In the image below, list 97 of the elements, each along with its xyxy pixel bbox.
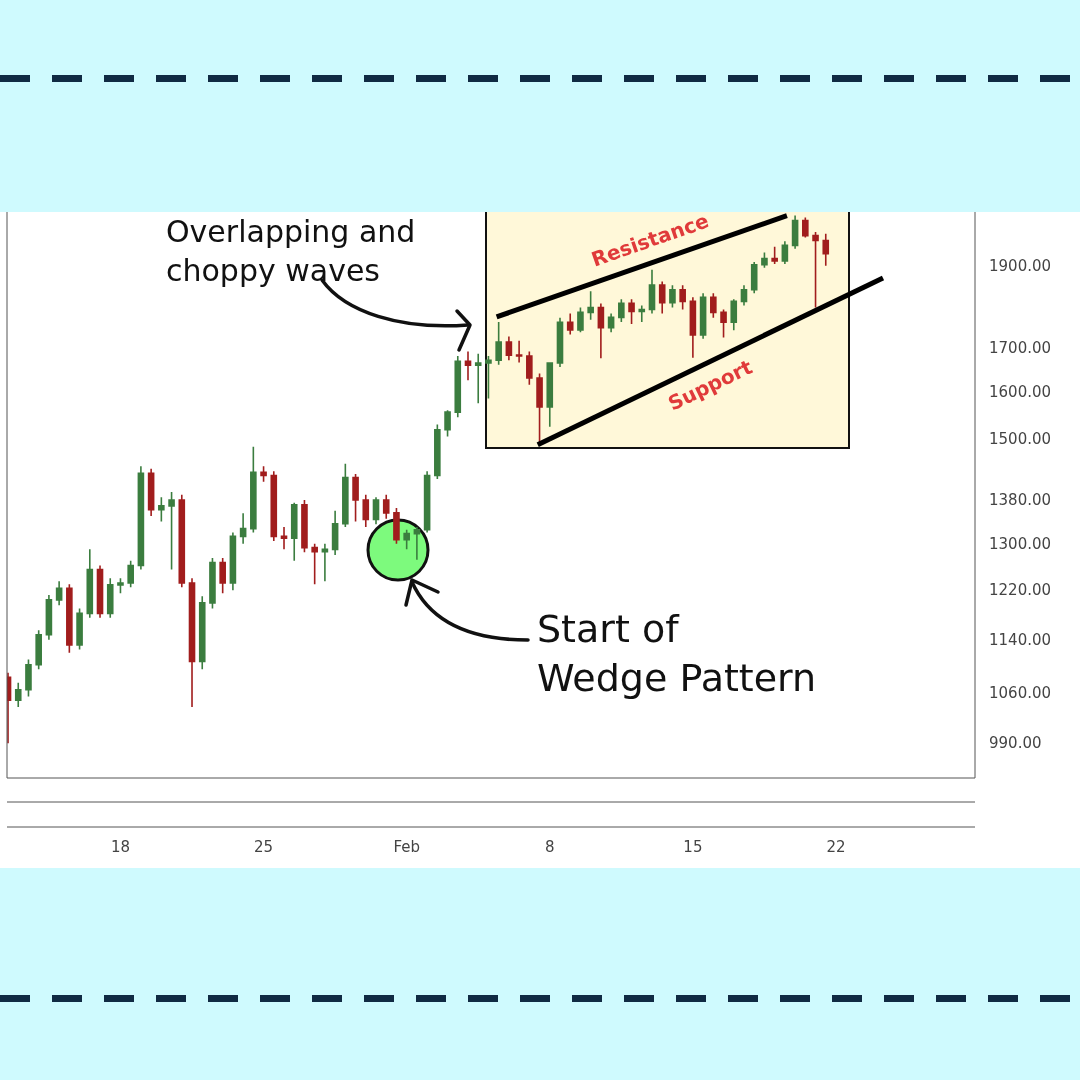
candlestick — [372, 496, 380, 526]
candlestick — [382, 493, 390, 520]
candlestick — [607, 312, 615, 334]
candlestick — [117, 577, 124, 595]
candlestick — [290, 501, 298, 562]
candlestick — [638, 304, 646, 323]
candlestick — [25, 658, 32, 698]
candlestick — [750, 261, 758, 295]
candlestick — [35, 629, 42, 671]
candlestick — [710, 292, 717, 319]
candlestick — [444, 409, 451, 438]
y-tick-label: 990.00 — [989, 734, 1042, 753]
candlestick — [495, 321, 502, 366]
candlestick — [413, 526, 421, 561]
candlestick — [546, 361, 554, 428]
y-tick-label: 1900.00 — [989, 257, 1052, 276]
candlestick — [198, 595, 206, 671]
candlestick — [66, 583, 73, 654]
y-tick-label: 1060.00 — [989, 684, 1052, 703]
candlestick — [352, 473, 359, 523]
candlestick — [137, 465, 145, 571]
candlestick — [587, 290, 594, 321]
candlestick — [147, 468, 155, 517]
y-tick-label: 1380.00 — [989, 491, 1052, 510]
candlestick — [464, 350, 472, 382]
candlestick — [720, 308, 727, 339]
candlestick — [812, 231, 819, 309]
y-tick-label: 1220.00 — [989, 581, 1052, 600]
candlestick — [566, 312, 574, 336]
candlestick — [618, 298, 625, 323]
candlestick — [761, 251, 768, 269]
candlestick — [331, 509, 339, 556]
candlestick — [669, 284, 676, 309]
candlestick — [822, 233, 830, 267]
y-tick-label: 1600.00 — [989, 382, 1052, 401]
candlestick — [45, 594, 53, 641]
candlestick — [188, 577, 196, 708]
candlestick — [158, 496, 165, 523]
candlestick — [362, 493, 370, 528]
candlestick — [342, 462, 349, 528]
candlestick — [76, 607, 83, 651]
candlestick — [699, 292, 707, 340]
candlestick — [55, 580, 63, 607]
candlestick — [280, 526, 288, 551]
x-tick-label: 22 — [826, 838, 846, 856]
candlestick — [526, 350, 533, 386]
candlestick — [393, 507, 400, 545]
candlestick — [515, 340, 523, 364]
candlestick — [740, 284, 748, 307]
candlestick — [270, 470, 278, 542]
candlestick — [321, 542, 329, 583]
candlestick — [658, 280, 666, 315]
candlestick — [802, 216, 809, 239]
candlestick — [771, 246, 778, 265]
x-tick-label: 25 — [254, 838, 274, 856]
candlestick — [505, 335, 513, 362]
candlestick — [86, 548, 94, 619]
annotation: Overlapping and choppy waves — [166, 214, 416, 288]
candlestick — [423, 470, 431, 534]
candlestick — [485, 355, 492, 400]
candlestick — [96, 564, 104, 619]
candlestick — [178, 493, 186, 589]
candlestick — [597, 302, 605, 359]
candlestick — [301, 499, 308, 553]
candlestick — [434, 423, 441, 480]
candlestick — [219, 557, 226, 595]
candlestick — [648, 268, 656, 315]
candlestick — [679, 284, 686, 311]
candlestick — [127, 560, 134, 589]
candlestick — [311, 542, 318, 586]
candlestick — [168, 491, 175, 571]
candlestick — [781, 240, 789, 265]
x-tick-label: 18 — [110, 838, 131, 856]
y-tick-label: 1140.00 — [989, 631, 1052, 650]
y-tick-label: 1700.00 — [989, 338, 1052, 357]
candlestick — [454, 355, 462, 419]
candlestick — [556, 316, 564, 368]
x-tick-label: Feb — [393, 838, 420, 856]
candlestick — [628, 298, 635, 325]
annotation: Start of Wedge Pattern — [537, 607, 817, 701]
candlestick — [730, 298, 738, 332]
candlestick — [403, 528, 410, 551]
candlestick — [791, 214, 799, 250]
candlestick — [106, 577, 114, 619]
candlestick — [577, 306, 584, 334]
candlestick — [260, 465, 267, 483]
candlestick — [14, 682, 22, 708]
candlestick — [250, 445, 257, 534]
candlestick — [209, 557, 216, 610]
y-tick-label: 1300.00 — [989, 534, 1052, 553]
candlestick — [229, 531, 237, 592]
candlestick — [239, 512, 247, 545]
x-tick-label: 8 — [545, 838, 555, 856]
candlestick — [474, 352, 482, 405]
candlestick — [689, 296, 697, 359]
y-tick-label: 1500.00 — [989, 430, 1052, 449]
x-tick-label: 15 — [683, 838, 703, 856]
